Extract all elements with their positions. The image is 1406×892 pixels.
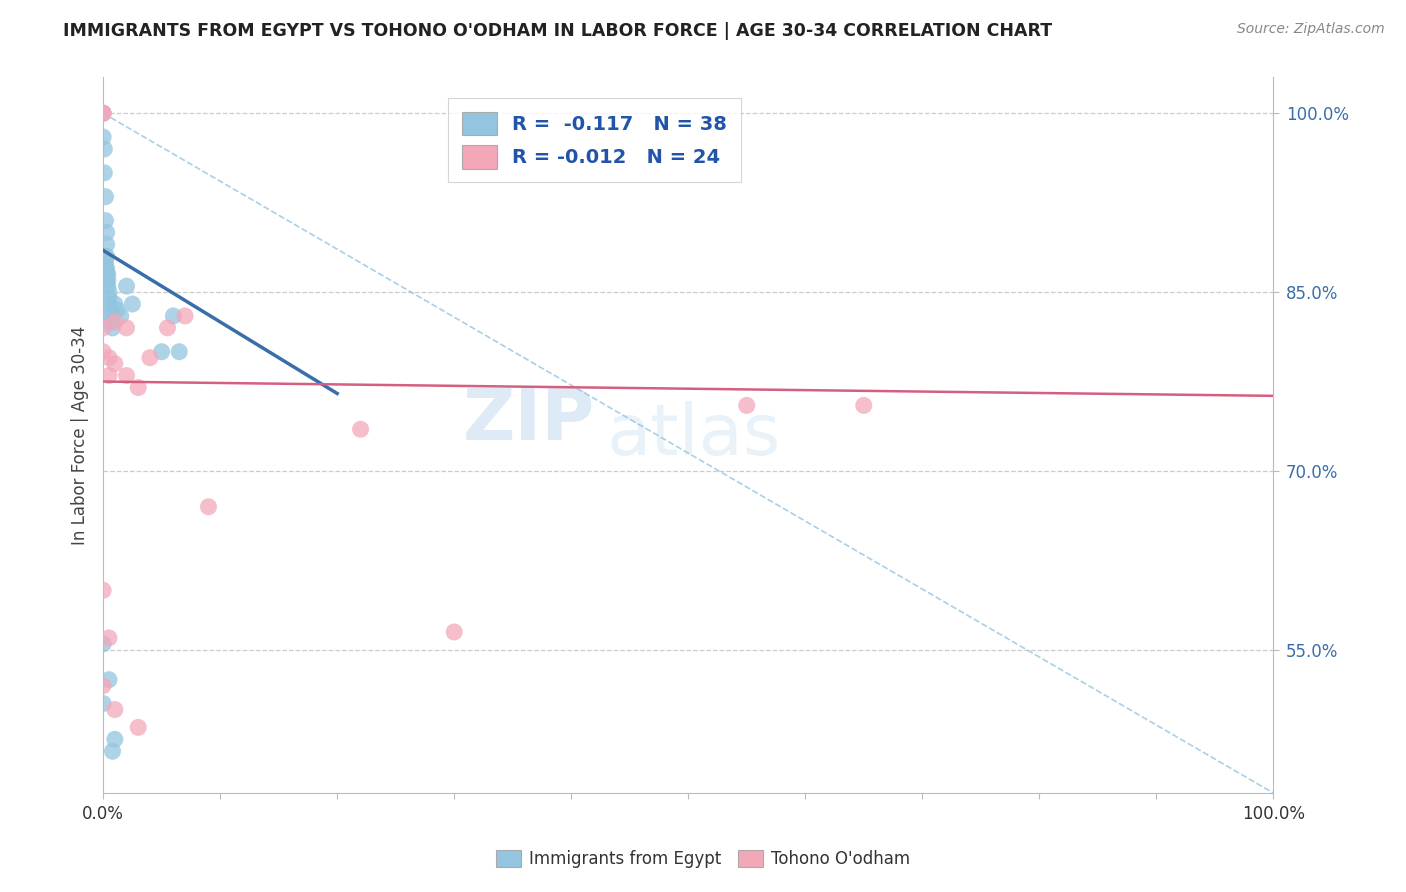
Point [94, 213, 117, 227]
Point [91, 106, 114, 120]
Y-axis label: In Labor Force | Age 30-34: In Labor Force | Age 30-34 [72, 326, 89, 545]
Point [96, 249, 118, 263]
Point [96, 267, 118, 281]
Point [98, 673, 121, 687]
Point [91, 106, 114, 120]
Point [97, 267, 120, 281]
Text: atlas: atlas [606, 401, 780, 470]
Point [104, 702, 127, 716]
Point [96, 273, 118, 287]
Point [94, 255, 117, 269]
Point [150, 344, 173, 359]
Point [115, 321, 138, 335]
Point [91, 637, 114, 651]
Point [96, 226, 118, 240]
Point [104, 732, 127, 747]
Point [97, 273, 120, 287]
Point [98, 291, 121, 305]
Point [100, 315, 122, 329]
Legend: R =  -0.117   N = 38, R = -0.012   N = 24: R = -0.117 N = 38, R = -0.012 N = 24 [449, 98, 741, 182]
Point [101, 744, 124, 758]
Point [93, 166, 115, 180]
Point [91, 583, 114, 598]
Text: IMMIGRANTS FROM EGYPT VS TOHONO O'ODHAM IN LABOR FORCE | AGE 30-34 CORRELATION C: IMMIGRANTS FROM EGYPT VS TOHONO O'ODHAM … [63, 22, 1053, 40]
Point [174, 309, 197, 323]
Text: Source: ZipAtlas.com: Source: ZipAtlas.com [1237, 22, 1385, 37]
Point [98, 303, 121, 318]
Point [93, 142, 115, 156]
Point [91, 321, 114, 335]
Point [98, 309, 121, 323]
Point [443, 625, 465, 640]
Point [98, 285, 121, 299]
Text: ZIP: ZIP [463, 386, 595, 456]
Point [96, 237, 118, 252]
Point [97, 279, 120, 293]
Point [735, 398, 758, 412]
Point [98, 297, 121, 311]
Point [101, 321, 124, 335]
Point [94, 190, 117, 204]
Point [104, 357, 127, 371]
Point [852, 398, 875, 412]
Point [98, 631, 121, 645]
Point [91, 130, 114, 145]
Point [98, 351, 121, 365]
Point [104, 297, 127, 311]
Point [349, 422, 371, 436]
Point [115, 368, 138, 383]
Point [197, 500, 219, 514]
Point [91, 344, 114, 359]
Point [98, 368, 121, 383]
Point [127, 720, 149, 734]
Point [162, 309, 184, 323]
Point [115, 279, 138, 293]
Point [156, 321, 179, 335]
Point [167, 344, 190, 359]
Point [127, 380, 149, 394]
Point [93, 249, 115, 263]
Point [104, 315, 127, 329]
Point [94, 261, 117, 276]
Point [121, 297, 143, 311]
Legend: Immigrants from Egypt, Tohono O'odham: Immigrants from Egypt, Tohono O'odham [489, 843, 917, 875]
Point [96, 261, 118, 276]
Point [91, 679, 114, 693]
Point [110, 309, 132, 323]
Point [91, 697, 114, 711]
Point [91, 106, 114, 120]
Point [105, 303, 128, 318]
Point [139, 351, 162, 365]
